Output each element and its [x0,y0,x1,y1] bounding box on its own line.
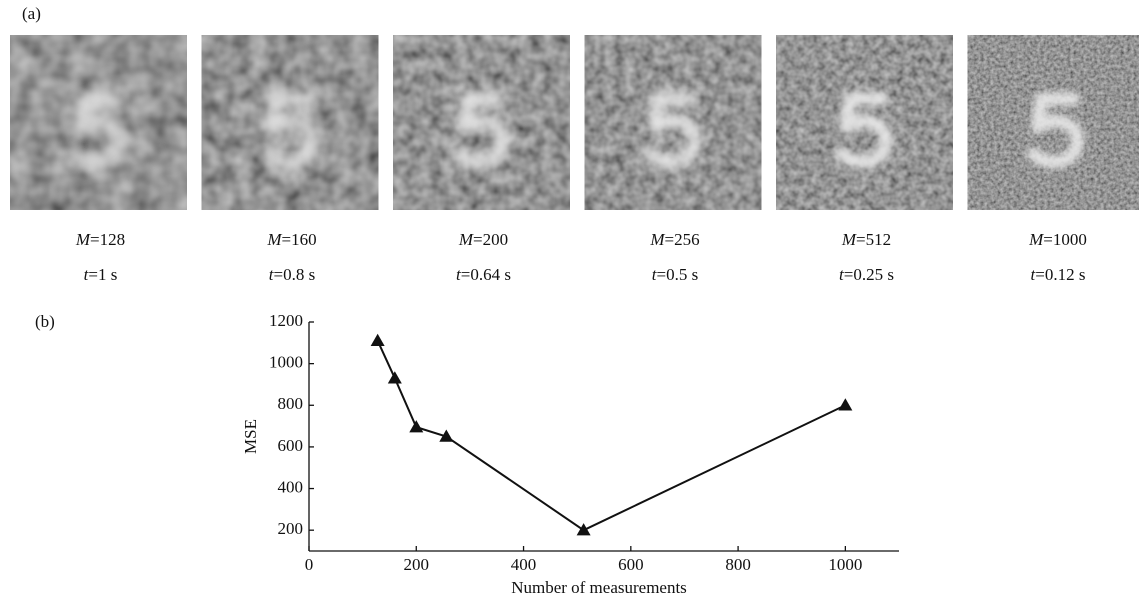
data-point [387,371,402,384]
digit-shape [835,92,893,169]
caption-symbol: t [269,265,275,284]
digit-shape [261,92,319,169]
data-point [439,429,454,442]
reconstruction-image [584,35,762,210]
image-caption: t=0.25 s [839,265,894,284]
data-point [838,398,853,411]
image-caption: t=0.12 s [1031,265,1086,284]
data-point [370,333,385,346]
y-tick-label: 400 [278,477,304,496]
caption-value: =256 [665,230,700,249]
panel-label: (b) [35,312,55,331]
image-caption: M=128 [75,230,125,249]
digit-shape [644,92,702,169]
x-tick-label: 400 [511,555,537,574]
y-tick-label: 200 [278,519,304,538]
caption-symbol: M [75,230,91,249]
data-point [576,523,591,536]
x-tick-label: 0 [305,555,314,574]
image-caption: t=0.5 s [652,265,698,284]
reconstruction-image [201,35,379,210]
x-tick-label: 1000 [828,555,862,574]
digit-shape [452,92,510,169]
image-caption: t=1 s [84,265,118,284]
caption-symbol: t [84,265,90,284]
caption-value: =0.12 s [1035,265,1085,284]
y-tick-label: 1200 [269,311,303,330]
caption-symbol: t [456,265,462,284]
caption-value: =512 [856,230,891,249]
panel-label: (a) [22,4,41,23]
x-tick-label: 200 [404,555,430,574]
caption-value: =0.25 s [844,265,894,284]
y-tick-label: 800 [278,394,304,413]
caption-symbol: M [266,230,282,249]
image-caption: M=200 [458,230,508,249]
caption-value: =200 [473,230,508,249]
image-caption: t=0.64 s [456,265,511,284]
caption-symbol: t [652,265,658,284]
y-axis-label: MSE [241,419,260,454]
x-tick-label: 800 [725,555,751,574]
caption-symbol: M [649,230,665,249]
image-caption: M=512 [841,230,891,249]
caption-value: =0.64 s [461,265,511,284]
x-axis-label: Number of measurements [511,578,687,597]
reconstruction-image [776,35,953,210]
caption-symbol: M [841,230,857,249]
x-tick-label: 600 [618,555,644,574]
y-tick-label: 600 [278,436,304,455]
data-line [376,340,846,532]
digit-shape [69,92,127,169]
image-caption: M=256 [649,230,699,249]
caption-value: =0.8 s [274,265,316,284]
data-point [409,420,424,433]
image-caption: t=0.8 s [269,265,315,284]
reconstruction-image [967,35,1139,210]
caption-symbol: t [839,265,845,284]
caption-symbol: M [1028,230,1044,249]
reconstruction-image [10,35,187,210]
caption-value: =160 [282,230,317,249]
digit-shape [1027,92,1085,169]
caption-value: =1000 [1043,230,1087,249]
reconstruction-image [393,35,570,210]
caption-symbol: t [1031,265,1037,284]
caption-value: =0.5 s [657,265,699,284]
caption-value: =1 s [88,265,117,284]
image-caption: M=160 [266,230,316,249]
image-caption: M=1000 [1028,230,1087,249]
caption-value: =128 [90,230,125,249]
caption-symbol: M [458,230,474,249]
y-tick-label: 1000 [269,353,303,372]
